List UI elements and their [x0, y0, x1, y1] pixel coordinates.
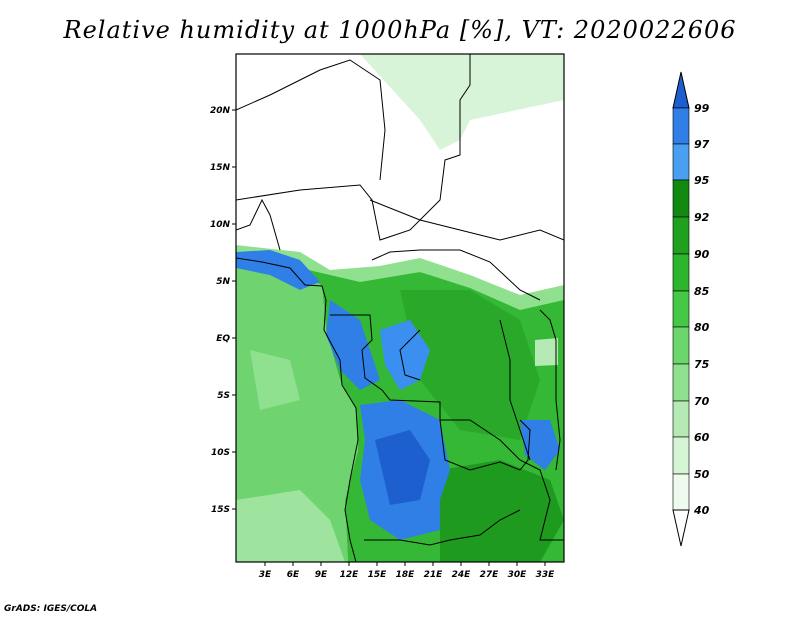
lat-label: 10N [210, 220, 231, 230]
sahara-fringe [360, 54, 564, 150]
lon-label: 33E [536, 570, 556, 580]
ocean-light-patch [236, 490, 345, 562]
colorbar-swatch [672, 107, 690, 145]
humid-land-mid [400, 290, 540, 440]
lon-axis: 3E 6E 9E 12E 15E 18E 21E 24E 27E 30E 33E [259, 562, 555, 580]
lon-label: 27E [480, 570, 500, 580]
lon-label: 9E [315, 570, 328, 580]
colorbar-swatch [672, 436, 690, 475]
colorbar-swatch [672, 400, 690, 438]
colorbar-swatch [672, 363, 690, 402]
west-africa-coast [236, 257, 359, 562]
lat-label: 20N [210, 106, 231, 116]
angola-blue-deep [375, 430, 430, 505]
lat-label: 5S [217, 391, 230, 401]
lat-label: 15N [210, 163, 231, 173]
map-panel [235, 53, 565, 563]
colorbar-label: 60 [694, 431, 710, 444]
coastal-blue-band [236, 250, 320, 290]
colorbar-label: 80 [694, 321, 710, 334]
lon-label: 24E [452, 570, 472, 580]
colorbar-swatch [672, 473, 690, 511]
colorbar-label: 99 [694, 102, 710, 115]
map-title: Relative humidity at 1000hPa [%], VT: 20… [63, 16, 737, 44]
colorbar-label: 50 [694, 468, 710, 481]
lon-label: 30E [508, 570, 528, 580]
lat-label: EQ [216, 334, 230, 344]
lat-label: 5N [216, 277, 230, 287]
colorbar-label: 70 [694, 395, 710, 408]
lat-label: 15S [211, 505, 230, 515]
lat-axis: 20N 15N 10N 5N EQ 5S 10S 15S [210, 106, 236, 515]
colorbar-label: 97 [694, 138, 710, 151]
lon-label: 21E [424, 570, 444, 580]
colorbar-label: 95 [694, 174, 710, 187]
colorbar-bottom-arrow [672, 509, 690, 547]
map-frame [235, 53, 565, 563]
lat-label: 10S [211, 448, 230, 458]
lon-label: 6E [287, 570, 300, 580]
lon-label: 3E [259, 570, 272, 580]
congo-blue-1 [326, 300, 380, 390]
lon-label: 15E [368, 570, 388, 580]
colorbar-label: 90 [694, 248, 710, 261]
colorbar-label: 75 [694, 358, 710, 371]
congo-blue-2 [380, 320, 430, 390]
colorbar-top-arrow [672, 71, 690, 109]
colorbar-swatch [672, 290, 690, 328]
colorbar-swatch [672, 179, 690, 218]
colorbar-swatch [672, 326, 690, 365]
colorbar-label: 85 [694, 285, 710, 298]
software-credit: GrADS: IGES/COLA [4, 604, 98, 614]
colorbar-label: 92 [694, 211, 710, 224]
ocean-light-patch-2 [250, 350, 300, 410]
lon-label: 12E [340, 570, 360, 580]
lon-label: 18E [396, 570, 416, 580]
country-borders [236, 54, 564, 562]
east-light-patch [535, 338, 558, 366]
colorbar-swatch [672, 216, 690, 255]
colorbar-swatch [672, 143, 690, 181]
colorbar-swatch [672, 253, 690, 292]
colorbar: 99 97 95 92 90 85 80 75 70 60 50 40 [672, 71, 710, 547]
colorbar-label: 40 [693, 504, 710, 517]
